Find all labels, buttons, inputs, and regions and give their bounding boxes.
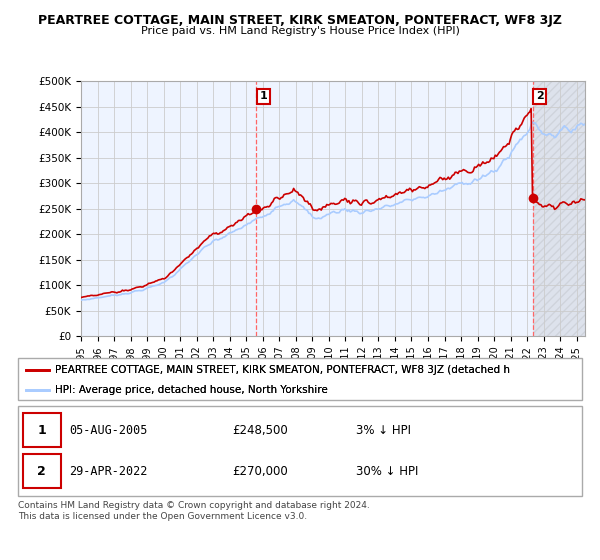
Text: 05-AUG-2005: 05-AUG-2005 [69,424,147,437]
Text: PEARTREE COTTAGE, MAIN STREET, KIRK SMEATON, PONTEFRACT, WF8 3JZ (detached h: PEARTREE COTTAGE, MAIN STREET, KIRK SMEA… [55,365,509,375]
Text: 3% ↓ HPI: 3% ↓ HPI [356,424,412,437]
Bar [533,81,585,336]
Text: 1: 1 [37,424,46,437]
Text: 29-APR-2022: 29-APR-2022 [69,465,147,478]
Text: 2: 2 [536,91,544,101]
Bar [533,81,585,336]
Text: Contains HM Land Registry data © Crown copyright and database right 2024.
This d: Contains HM Land Registry data © Crown c… [18,501,370,521]
Text: 30% ↓ HPI: 30% ↓ HPI [356,465,419,478]
Text: HPI: Average price, detached house, North Yorkshire: HPI: Average price, detached house, Nort… [55,385,328,395]
FancyBboxPatch shape [23,454,61,488]
Text: PEARTREE COTTAGE, MAIN STREET, KIRK SMEATON, PONTEFRACT, WF8 3JZ: PEARTREE COTTAGE, MAIN STREET, KIRK SMEA… [38,14,562,27]
Text: 2: 2 [37,465,46,478]
FancyBboxPatch shape [18,406,582,496]
Text: £270,000: £270,000 [232,465,288,478]
FancyBboxPatch shape [18,358,582,400]
Text: Price paid vs. HM Land Registry's House Price Index (HPI): Price paid vs. HM Land Registry's House … [140,26,460,36]
FancyBboxPatch shape [23,413,61,447]
Text: PEARTREE COTTAGE, MAIN STREET, KIRK SMEATON, PONTEFRACT, WF8 3JZ (detached h: PEARTREE COTTAGE, MAIN STREET, KIRK SMEA… [55,365,509,375]
Text: £248,500: £248,500 [232,424,288,437]
Text: HPI: Average price, detached house, North Yorkshire: HPI: Average price, detached house, Nort… [55,385,328,395]
Text: 1: 1 [259,91,267,101]
